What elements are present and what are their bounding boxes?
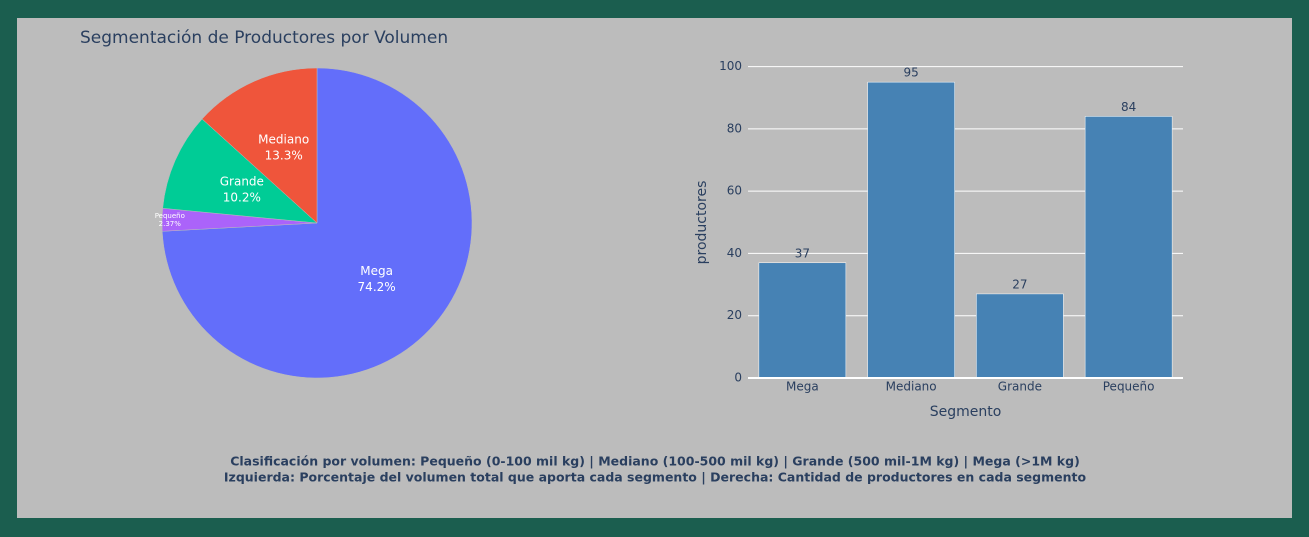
y-tick-label: 20 bbox=[727, 308, 742, 322]
data-label: 27 bbox=[1012, 277, 1027, 291]
bar bbox=[976, 293, 1064, 379]
bar bbox=[867, 81, 955, 379]
x-tick-label: Mega bbox=[786, 380, 819, 394]
note: Clasificación por volumen: Pequeño (0-10… bbox=[230, 454, 1080, 469]
note: Izquierda: Porcentaje del volumen total … bbox=[224, 470, 1087, 485]
x-tick-label: Pequeño bbox=[1103, 380, 1155, 394]
x-tick-label: Mediano bbox=[886, 380, 937, 394]
y-tick-label: 0 bbox=[734, 371, 742, 385]
slice-label: Mediano bbox=[258, 132, 309, 146]
slice-value-label: 2.37% bbox=[159, 220, 182, 228]
slice-label: Mega bbox=[360, 264, 393, 278]
pie-slice bbox=[201, 67, 318, 224]
data-label: 84 bbox=[1121, 100, 1136, 114]
slice-label: Pequeño bbox=[155, 212, 185, 220]
y-tick-label: 40 bbox=[727, 246, 742, 260]
data-label: 95 bbox=[903, 66, 918, 80]
y-axis-title: productores bbox=[694, 181, 710, 265]
bar bbox=[1084, 116, 1173, 379]
pie-slice bbox=[162, 118, 318, 224]
y-tick-label: 100 bbox=[719, 59, 742, 73]
chart-title: Segmentación de Productores por Volumen bbox=[80, 28, 448, 48]
x-axis-title: Segmento bbox=[930, 404, 1002, 420]
x-tick-label: Grande bbox=[998, 380, 1042, 394]
data-label: 37 bbox=[795, 246, 810, 260]
slice-value-label: 74.2% bbox=[358, 280, 396, 294]
y-tick-label: 80 bbox=[727, 121, 742, 135]
y-tick-label: 60 bbox=[727, 184, 742, 198]
slice-value-label: 13.3% bbox=[265, 148, 303, 162]
slice-value-label: 10.2% bbox=[223, 190, 261, 204]
bar bbox=[758, 262, 847, 379]
slice-label: Grande bbox=[220, 174, 264, 188]
